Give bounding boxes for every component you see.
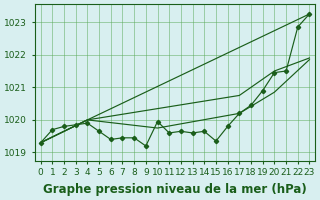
X-axis label: Graphe pression niveau de la mer (hPa): Graphe pression niveau de la mer (hPa): [43, 183, 307, 196]
